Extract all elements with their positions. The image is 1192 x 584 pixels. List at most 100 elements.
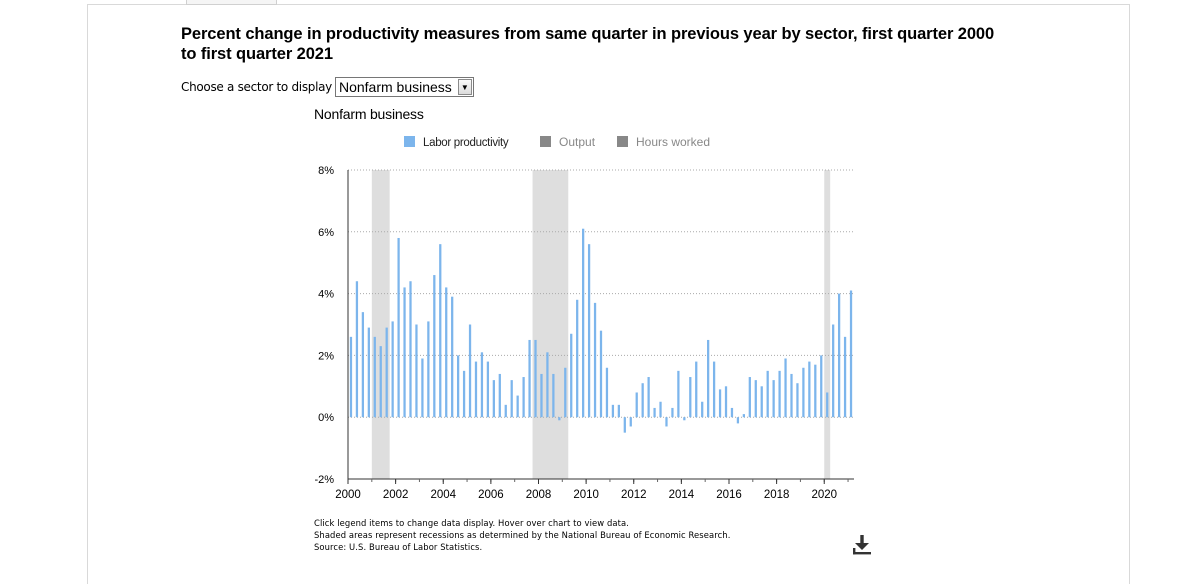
bar[interactable] — [593, 302, 597, 418]
bar[interactable] — [808, 361, 811, 418]
bar[interactable] — [361, 312, 365, 418]
productivity-chart[interactable]: Labor productivity Output Hours worked -2%… — [300, 128, 870, 513]
bar[interactable] — [540, 373, 543, 418]
bars-labor-productivity — [349, 228, 853, 433]
bar[interactable] — [683, 417, 686, 421]
bar[interactable] — [427, 321, 430, 418]
bar[interactable] — [558, 417, 561, 421]
bar[interactable] — [379, 346, 382, 418]
bar[interactable] — [409, 281, 412, 418]
bar[interactable] — [397, 237, 400, 418]
bar[interactable] — [462, 370, 466, 418]
chevron-down-icon[interactable]: ▼ — [457, 79, 472, 95]
legend-item-hours-worked[interactable]: Hours worked — [617, 135, 710, 149]
x-tick-label: 2008 — [526, 489, 552, 501]
bar[interactable] — [647, 377, 650, 418]
axes: 2000 2002 2004 2006 2008 2010 2012 2014 2016 2018… — [335, 170, 854, 501]
bar[interactable] — [689, 377, 692, 418]
bar[interactable] — [498, 373, 501, 418]
bar[interactable] — [534, 339, 537, 418]
bar[interactable] — [421, 358, 424, 418]
bar[interactable] — [445, 287, 448, 418]
bar[interactable] — [510, 380, 513, 418]
tab-stub[interactable] — [186, 0, 277, 5]
sector-select[interactable]: Nonfarm business ▼ — [334, 77, 474, 97]
bar[interactable] — [504, 404, 507, 418]
bar[interactable] — [748, 377, 751, 418]
bar[interactable] — [653, 407, 656, 418]
bar[interactable] — [528, 339, 531, 418]
bar[interactable] — [641, 383, 644, 418]
bar[interactable] — [439, 244, 442, 418]
bar[interactable] — [617, 404, 620, 418]
bar[interactable] — [760, 386, 763, 418]
bar[interactable] — [605, 367, 609, 418]
bar[interactable] — [587, 244, 591, 418]
bar[interactable] — [843, 336, 847, 418]
bar[interactable] — [599, 330, 603, 418]
bar[interactable] — [391, 321, 394, 418]
bar[interactable] — [415, 324, 418, 418]
bar[interactable] — [367, 327, 370, 418]
bar[interactable] — [677, 370, 680, 418]
bar[interactable] — [516, 395, 519, 418]
bar[interactable] — [355, 281, 359, 418]
legend-item-labor-productivity[interactable]: Labor productivity — [404, 136, 509, 149]
bar[interactable] — [474, 361, 478, 418]
bar[interactable] — [576, 299, 579, 418]
content-frame — [87, 4, 1130, 584]
bar[interactable] — [480, 352, 484, 418]
bar[interactable] — [629, 417, 632, 427]
bar[interactable] — [736, 417, 740, 424]
bar[interactable] — [373, 336, 376, 418]
bar[interactable] — [385, 327, 388, 418]
bar[interactable] — [665, 417, 668, 427]
bar[interactable] — [552, 373, 555, 418]
bar[interactable] — [456, 355, 460, 418]
bar[interactable] — [796, 383, 799, 418]
bar[interactable] — [433, 275, 436, 418]
download-icon[interactable] — [850, 533, 874, 557]
bar[interactable] — [778, 370, 781, 418]
bar[interactable] — [635, 392, 638, 418]
bar[interactable] — [564, 367, 567, 418]
bar[interactable] — [451, 296, 454, 418]
bar[interactable] — [570, 333, 573, 418]
bar[interactable] — [766, 370, 769, 418]
bar[interactable] — [712, 361, 716, 418]
legend-item-output[interactable]: Output — [540, 135, 596, 149]
bar[interactable] — [349, 336, 353, 418]
x-tick-label: 2016 — [716, 489, 742, 501]
x-tick-label: 2014 — [669, 489, 695, 501]
bar[interactable] — [671, 407, 674, 418]
bar[interactable] — [820, 355, 823, 418]
bar[interactable] — [707, 339, 710, 418]
bar[interactable] — [802, 367, 805, 418]
bar[interactable] — [582, 228, 585, 418]
bar[interactable] — [695, 361, 698, 418]
bar[interactable] — [724, 386, 728, 418]
bar[interactable] — [754, 380, 757, 418]
bar[interactable] — [832, 324, 835, 418]
bar[interactable] — [486, 361, 490, 418]
bar[interactable] — [718, 389, 722, 418]
sector-chooser: Choose a sector to display Nonfarm busin… — [181, 76, 474, 98]
bar[interactable] — [730, 407, 734, 418]
bar[interactable] — [790, 373, 793, 418]
bar[interactable] — [826, 392, 829, 418]
bar[interactable] — [837, 293, 841, 418]
bar[interactable] — [814, 364, 817, 418]
bar[interactable] — [468, 324, 472, 418]
bar[interactable] — [849, 290, 853, 418]
bar[interactable] — [784, 358, 787, 418]
bar[interactable] — [492, 380, 495, 418]
bar[interactable] — [623, 417, 626, 433]
bar[interactable] — [522, 377, 525, 418]
bar[interactable] — [546, 352, 549, 418]
bar[interactable] — [403, 287, 406, 418]
bar[interactable] — [611, 404, 615, 418]
bar[interactable] — [772, 380, 775, 418]
bar[interactable] — [742, 414, 746, 418]
bar[interactable] — [701, 401, 704, 418]
bar[interactable] — [659, 401, 662, 418]
